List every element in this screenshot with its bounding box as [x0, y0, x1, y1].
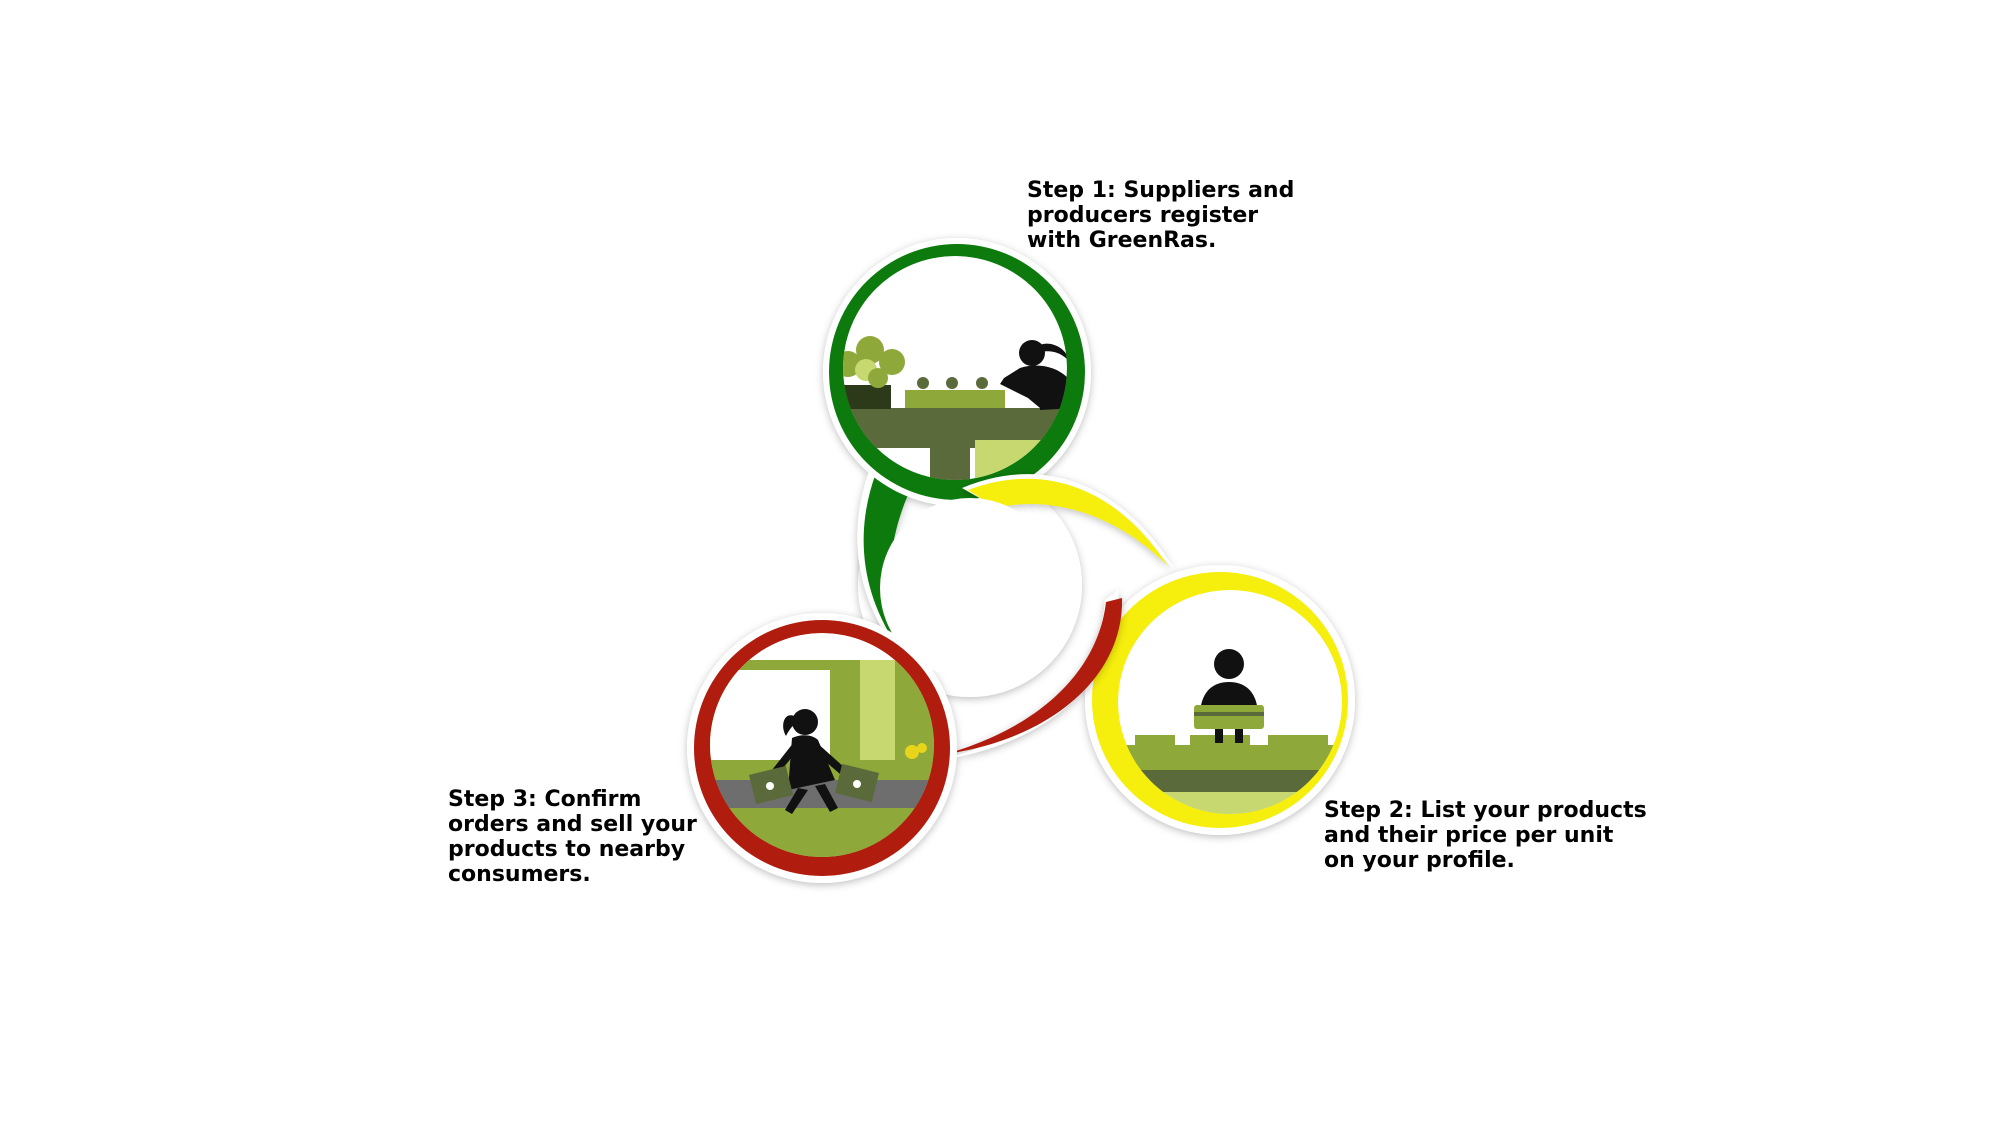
- potted-plant-icon: [843, 336, 905, 388]
- seedlings-icon: [917, 377, 988, 389]
- flower-icon: [905, 743, 927, 759]
- gardener-icon: [1000, 340, 1067, 410]
- basket-carrier-icon: [1194, 649, 1264, 743]
- step3-scene: [710, 633, 934, 857]
- step1-label: Step 1: Suppliers and producers register…: [1027, 178, 1295, 253]
- step2-scene: [1118, 590, 1342, 814]
- shopper-icon: [748, 709, 880, 814]
- crates-icon: [1135, 735, 1328, 749]
- step3-label: Step 3: Confirm orders and sell your pro…: [448, 787, 697, 887]
- step2-label: Step 2: List your products and their pri…: [1324, 798, 1647, 873]
